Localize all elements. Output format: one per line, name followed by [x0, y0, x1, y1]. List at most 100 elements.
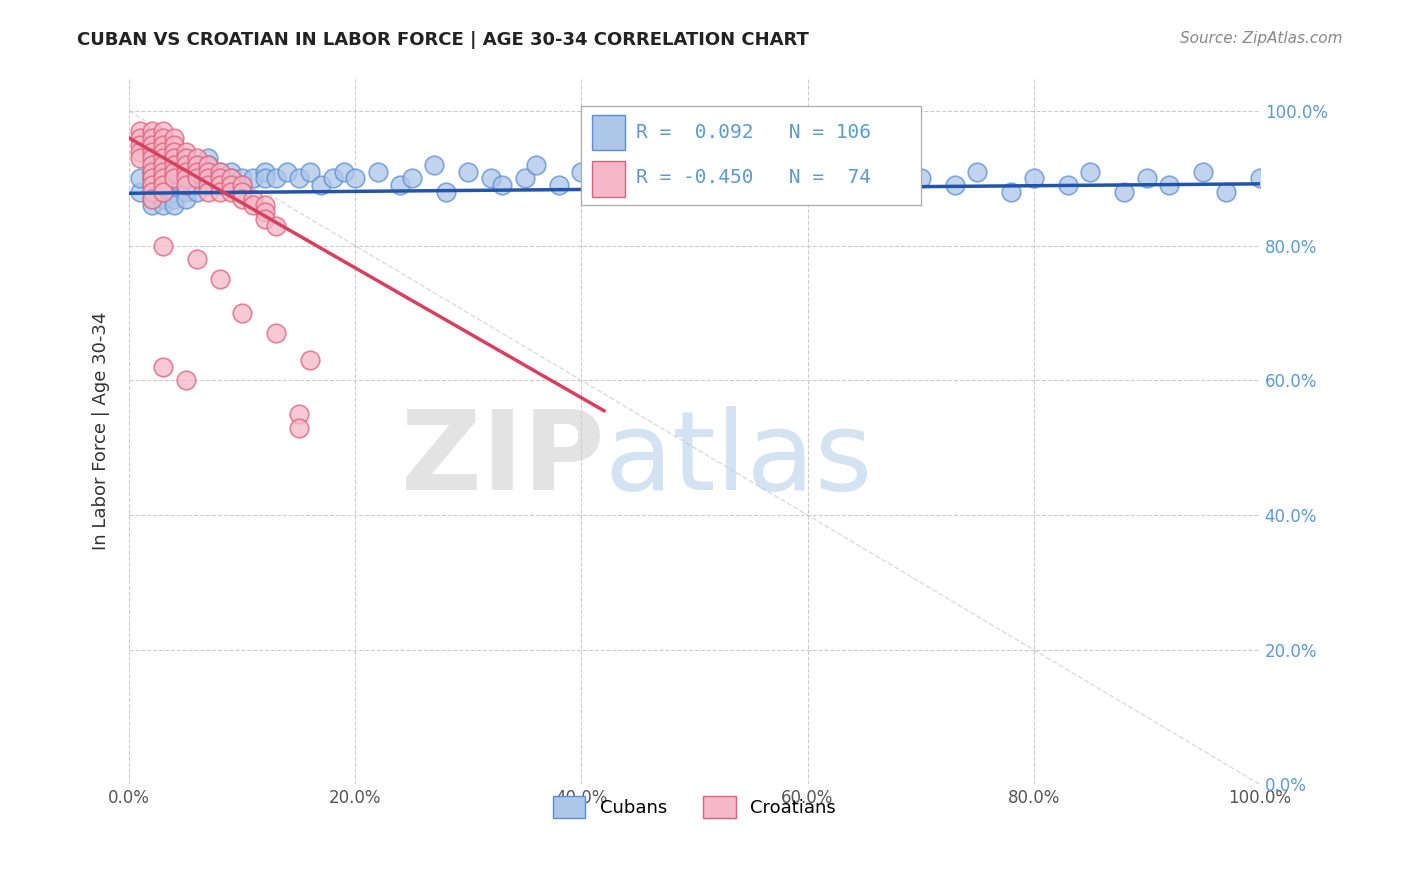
Point — [1249, 171, 1271, 186]
Point — [197, 171, 219, 186]
Point — [186, 185, 208, 199]
Point — [276, 164, 298, 178]
Point — [264, 326, 287, 341]
Point — [547, 178, 569, 193]
Point — [219, 164, 242, 178]
Point — [141, 178, 163, 193]
Point — [163, 145, 186, 159]
Point — [253, 211, 276, 226]
Point — [253, 164, 276, 178]
Point — [513, 171, 536, 186]
Point — [163, 151, 186, 165]
Point — [163, 158, 186, 172]
Point — [231, 185, 253, 199]
Point — [174, 145, 197, 159]
Point — [152, 171, 174, 186]
Point — [208, 164, 231, 178]
Point — [242, 171, 264, 186]
Point — [1056, 178, 1078, 193]
Point — [129, 185, 152, 199]
Point — [1136, 171, 1159, 186]
Point — [853, 158, 876, 172]
Point — [141, 124, 163, 138]
Point — [174, 171, 197, 186]
Point — [141, 137, 163, 152]
Point — [141, 198, 163, 212]
Text: Source: ZipAtlas.com: Source: ZipAtlas.com — [1180, 31, 1343, 46]
Point — [605, 171, 627, 186]
Point — [208, 164, 231, 178]
Point — [264, 171, 287, 186]
Point — [141, 158, 163, 172]
Point — [174, 185, 197, 199]
Point — [943, 178, 966, 193]
Point — [152, 158, 174, 172]
Point — [141, 131, 163, 145]
Point — [141, 178, 163, 193]
Point — [141, 178, 163, 193]
Point — [208, 171, 231, 186]
Point — [129, 145, 152, 159]
Point — [186, 151, 208, 165]
Point — [152, 158, 174, 172]
Point — [197, 151, 219, 165]
Point — [174, 178, 197, 193]
Point — [141, 171, 163, 186]
Point — [287, 171, 309, 186]
Point — [186, 171, 208, 186]
Point — [197, 158, 219, 172]
Point — [163, 151, 186, 165]
Point — [208, 185, 231, 199]
Point — [186, 164, 208, 178]
Point — [152, 145, 174, 159]
Point — [264, 219, 287, 233]
Point — [910, 171, 932, 186]
Point — [163, 198, 186, 212]
Point — [186, 164, 208, 178]
Point — [740, 164, 762, 178]
Point — [152, 185, 174, 199]
Point — [129, 171, 152, 186]
Y-axis label: In Labor Force | Age 30-34: In Labor Force | Age 30-34 — [93, 311, 110, 550]
Point — [1159, 178, 1181, 193]
Point — [152, 158, 174, 172]
Point — [186, 158, 208, 172]
Point — [141, 164, 163, 178]
Point — [152, 198, 174, 212]
Point — [197, 158, 219, 172]
Point — [174, 164, 197, 178]
Point — [1078, 164, 1101, 178]
Point — [1000, 185, 1022, 199]
Point — [661, 185, 683, 199]
Point — [197, 164, 219, 178]
Point — [287, 420, 309, 434]
Point — [253, 198, 276, 212]
Point — [242, 198, 264, 212]
Point — [163, 145, 186, 159]
Point — [129, 131, 152, 145]
Point — [152, 239, 174, 253]
Point — [582, 185, 605, 199]
Point — [174, 151, 197, 165]
Point — [242, 192, 264, 206]
Point — [163, 171, 186, 186]
Point — [174, 171, 197, 186]
Point — [163, 164, 186, 178]
Point — [152, 124, 174, 138]
Text: atlas: atlas — [605, 406, 873, 513]
Point — [887, 131, 910, 145]
Point — [219, 171, 242, 186]
Point — [174, 151, 197, 165]
Point — [423, 158, 446, 172]
Point — [174, 158, 197, 172]
Point — [638, 158, 661, 172]
Point — [141, 171, 163, 186]
Point — [231, 306, 253, 320]
Point — [457, 164, 479, 178]
Point — [152, 164, 174, 178]
Point — [966, 164, 988, 178]
Point — [298, 164, 321, 178]
Point — [163, 178, 186, 193]
Point — [163, 185, 186, 199]
Point — [152, 164, 174, 178]
